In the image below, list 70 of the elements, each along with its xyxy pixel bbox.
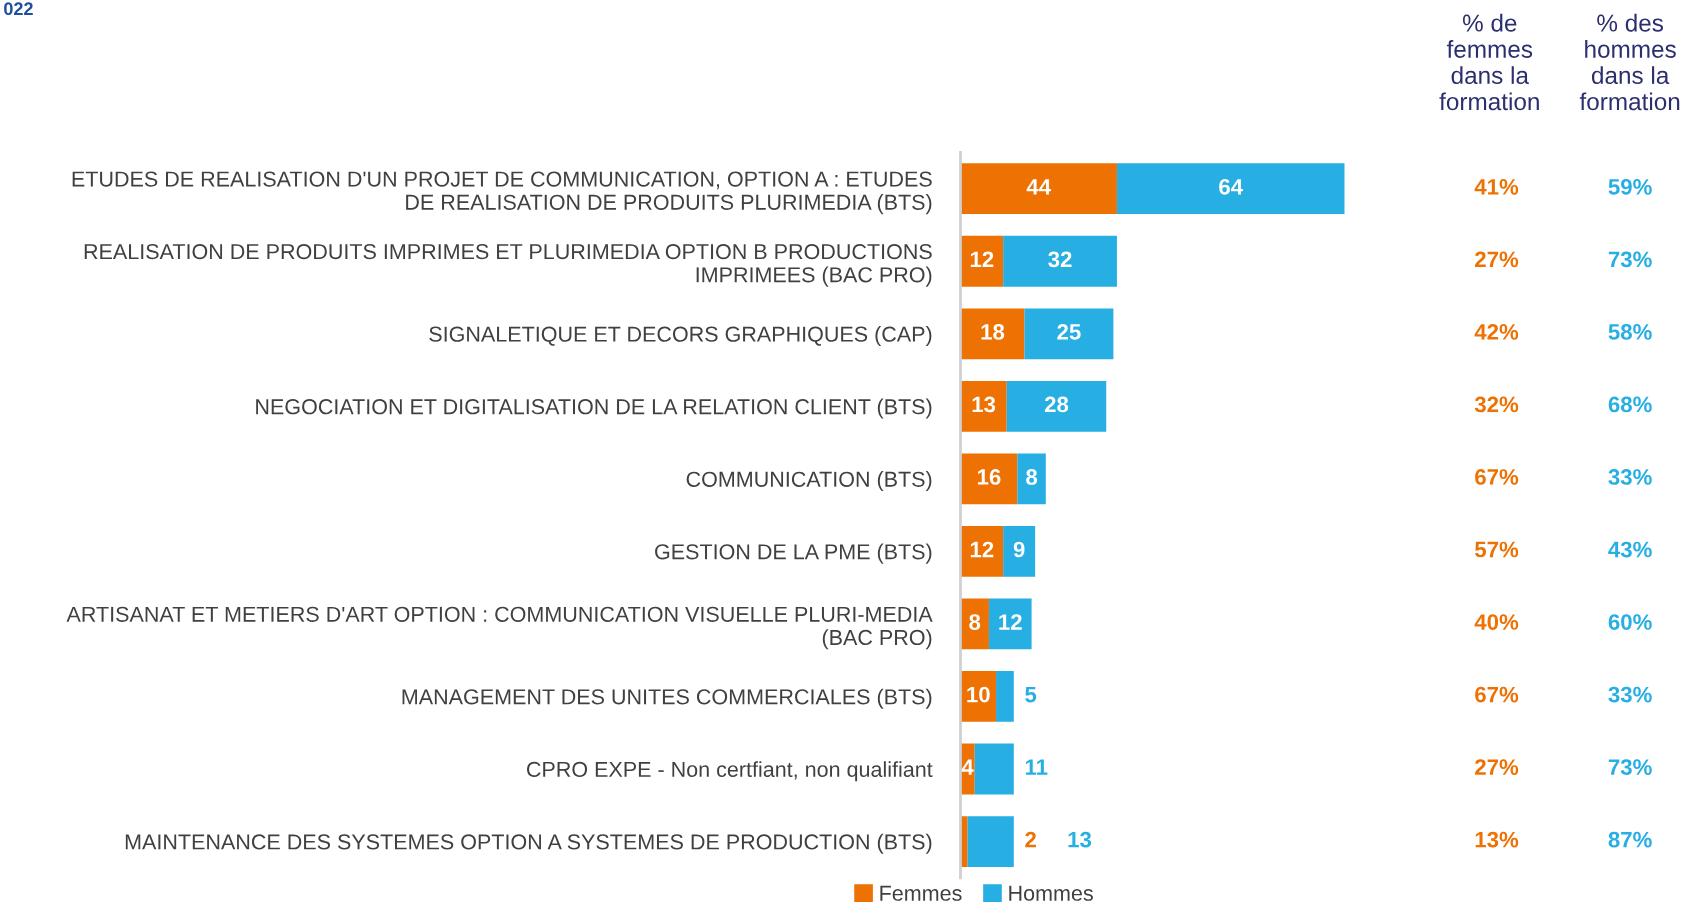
data-label: 9 — [1013, 541, 1025, 558]
y-tick-label: COMMUNICATION (BTS) — [686, 471, 932, 492]
text: 57% — [1474, 541, 1519, 558]
bar — [974, 743, 1014, 795]
text: 27% — [1475, 759, 1519, 775]
text: 73% — [1608, 759, 1652, 775]
bar — [960, 235, 1004, 287]
y-tick-label: CPRO EXPE - Non certfiant, non qualifiant — [526, 761, 933, 782]
text: 27% — [1475, 251, 1519, 268]
data-label: 16 — [977, 469, 1001, 485]
text: 40% — [1474, 614, 1519, 630]
bar — [1006, 380, 1107, 432]
text: 58% — [1608, 324, 1652, 340]
legend-label: Femmes — [880, 885, 962, 901]
data-label: 13 — [1068, 831, 1092, 848]
legend-label: Hommes — [1009, 885, 1093, 901]
text: 022 — [4, 2, 33, 16]
data-label: 13 — [972, 396, 996, 413]
text: 73% — [1608, 251, 1652, 268]
text: 43% — [1608, 541, 1652, 558]
y-tick-label: REALISATION DE PRODUITS IMPRIMES ET PLURIMEDIA OPTION B PRODUCTIONS IMPRIMEES (BAC PRO) — [84, 244, 932, 287]
text: % de femmes dans la formation — [1439, 13, 1539, 111]
bar — [960, 308, 1025, 360]
bar — [960, 453, 1018, 505]
y-tick-label: MANAGEMENT DES UNITES COMMERCIALES (BTS) — [402, 688, 932, 709]
data-label: 12 — [970, 541, 994, 558]
data-label: 44 — [1026, 179, 1051, 195]
y-tick-label: ARTISANAT ET METIERS D'ART OPTION : COMMUNICATION VISUELLE PLURI-MEDIA (BAC PRO) — [66, 606, 933, 650]
data-label: 8 — [969, 614, 981, 630]
bar — [988, 598, 1032, 650]
text: % des hommes dans la formation — [1579, 13, 1680, 111]
data-label: 28 — [1044, 396, 1069, 413]
bar — [1003, 526, 1036, 577]
data-label: 12 — [970, 251, 994, 268]
text: 42% — [1474, 324, 1519, 340]
data-label: 11 — [1025, 759, 1048, 775]
y-tick-label: SIGNALETIQUE ET DECORS GRAPHIQUES (CAP) — [429, 325, 932, 347]
bar — [1017, 453, 1046, 505]
data-label: 18 — [981, 324, 1005, 340]
text: 33% — [1608, 469, 1652, 485]
bar — [1024, 308, 1114, 360]
bar — [996, 671, 1014, 722]
text: 60% — [1608, 614, 1652, 630]
data-label: 2 — [1025, 831, 1036, 848]
text: 13% — [1475, 831, 1519, 848]
text: 41% — [1474, 179, 1519, 195]
bar — [1116, 163, 1345, 215]
bar — [1003, 235, 1117, 287]
data-label: 12 — [999, 614, 1022, 630]
bar — [960, 526, 1004, 577]
data-label: 8 — [1026, 469, 1038, 485]
text: 87% — [1608, 831, 1652, 848]
bar — [967, 816, 1014, 867]
data-label: 25 — [1057, 324, 1081, 340]
data-label: 5 — [1025, 686, 1037, 703]
text: 67% — [1475, 469, 1519, 485]
data-label: 32 — [1048, 251, 1072, 268]
text: 59% — [1608, 178, 1652, 195]
y-tick-label: MAINTENANCE DES SYSTEMES OPTION A SYSTEMES DE PRODUCTION (BTS) — [125, 833, 932, 854]
text: 33% — [1608, 686, 1652, 703]
data-label: 64 — [1219, 178, 1243, 195]
text: 67% — [1475, 686, 1519, 703]
y-tick-label: ETUDES DE REALISATION D'UN PROJET DE COMMUNICATION, OPTION A : ETUDES DE REALISATION DE PRODUITS PLURIMEDIA (BTS) — [72, 171, 932, 215]
text: 32% — [1474, 396, 1519, 413]
bar — [960, 380, 1007, 432]
data-label: 10 — [967, 686, 990, 703]
bar — [960, 163, 1117, 215]
text: 68% — [1608, 396, 1652, 413]
y-tick-label: GESTION DE LA PME (BTS) — [655, 543, 932, 564]
y-tick-label: NEGOCIATION ET DIGITALISATION DE LA RELATION CLIENT (BTS) — [256, 398, 932, 419]
